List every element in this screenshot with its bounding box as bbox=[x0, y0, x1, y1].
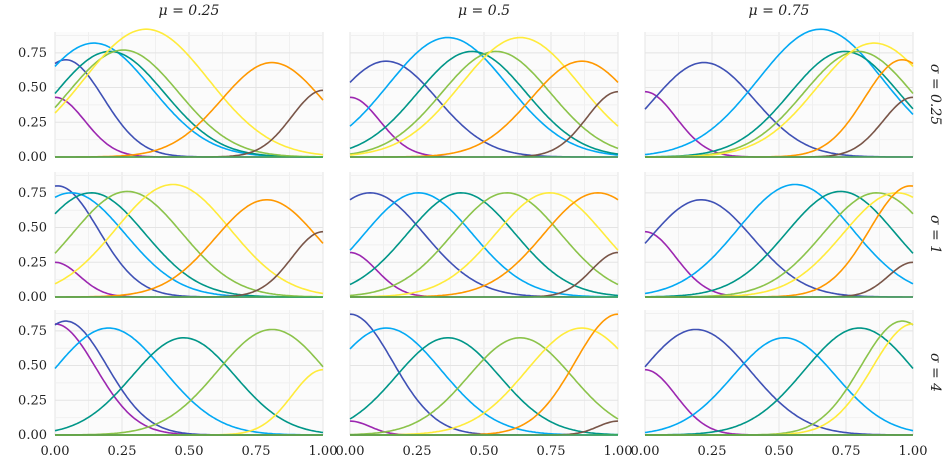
series-line bbox=[349, 50, 619, 155]
y-tick-label: 0.00 bbox=[18, 150, 47, 165]
facet-row-label: σ = 4 bbox=[927, 353, 943, 392]
series-line bbox=[54, 50, 323, 158]
x-tick-label: 1.00 bbox=[309, 444, 338, 459]
series-line bbox=[644, 183, 914, 295]
series-line bbox=[349, 36, 619, 156]
series-line bbox=[644, 337, 914, 434]
series-line bbox=[54, 183, 324, 295]
y-tick-label: 0.25 bbox=[18, 115, 47, 130]
facet-col-label: μ = 0.75 bbox=[749, 3, 810, 19]
facet-row-label: σ = 0.25 bbox=[927, 64, 943, 125]
x-tick-label: 0.75 bbox=[832, 444, 861, 459]
x-tick-label: 1.00 bbox=[899, 444, 928, 459]
y-tick-label: 0.75 bbox=[18, 186, 47, 201]
facet-panel bbox=[644, 310, 914, 436]
x-tick-label: 0.50 bbox=[470, 444, 499, 459]
facet-panel bbox=[644, 172, 914, 298]
x-tick-label: 1.00 bbox=[604, 444, 633, 459]
series-line bbox=[645, 327, 914, 436]
x-tick-label: 0.25 bbox=[698, 444, 727, 459]
x-tick-label: 0.25 bbox=[108, 444, 137, 459]
series-line bbox=[645, 50, 914, 158]
y-tick-label: 0.50 bbox=[18, 81, 47, 96]
facet-panel bbox=[54, 172, 324, 298]
y-tick-label: 0.25 bbox=[18, 393, 47, 408]
x-tick-label: 0.75 bbox=[242, 444, 271, 459]
facet-panel bbox=[54, 28, 324, 158]
series-line bbox=[645, 190, 914, 298]
series-line bbox=[54, 190, 323, 298]
y-tick-label: 0.25 bbox=[18, 255, 47, 270]
x-tick-label: 0.50 bbox=[175, 444, 204, 459]
series-line bbox=[349, 337, 619, 436]
x-tick-label: 0.50 bbox=[765, 444, 794, 459]
y-tick-label: 0.00 bbox=[18, 428, 47, 443]
facet-panel bbox=[349, 310, 619, 436]
x-tick-label: 0.25 bbox=[403, 444, 432, 459]
facet-col-label: μ = 0.5 bbox=[458, 3, 510, 19]
x-tick-label: 0.00 bbox=[631, 444, 660, 459]
y-tick-label: 0.50 bbox=[18, 221, 47, 236]
y-tick-label: 0.75 bbox=[18, 324, 47, 339]
facet-panel bbox=[54, 310, 324, 436]
series-line bbox=[54, 28, 324, 156]
facet-panel bbox=[349, 32, 619, 158]
facet-col-label: μ = 0.25 bbox=[159, 3, 220, 19]
y-tick-label: 0.50 bbox=[18, 359, 47, 374]
facet-row-label: σ = 1 bbox=[927, 215, 943, 254]
x-tick-label: 0.75 bbox=[537, 444, 566, 459]
series-line bbox=[54, 337, 324, 434]
x-tick-label: 0.00 bbox=[41, 444, 70, 459]
y-tick-label: 0.75 bbox=[18, 46, 47, 61]
y-tick-label: 0.00 bbox=[18, 290, 47, 305]
series-line bbox=[54, 327, 323, 436]
facet-panel bbox=[349, 172, 619, 298]
series-line bbox=[349, 191, 619, 297]
facet-panel bbox=[644, 28, 914, 158]
x-tick-label: 0.00 bbox=[336, 444, 365, 459]
